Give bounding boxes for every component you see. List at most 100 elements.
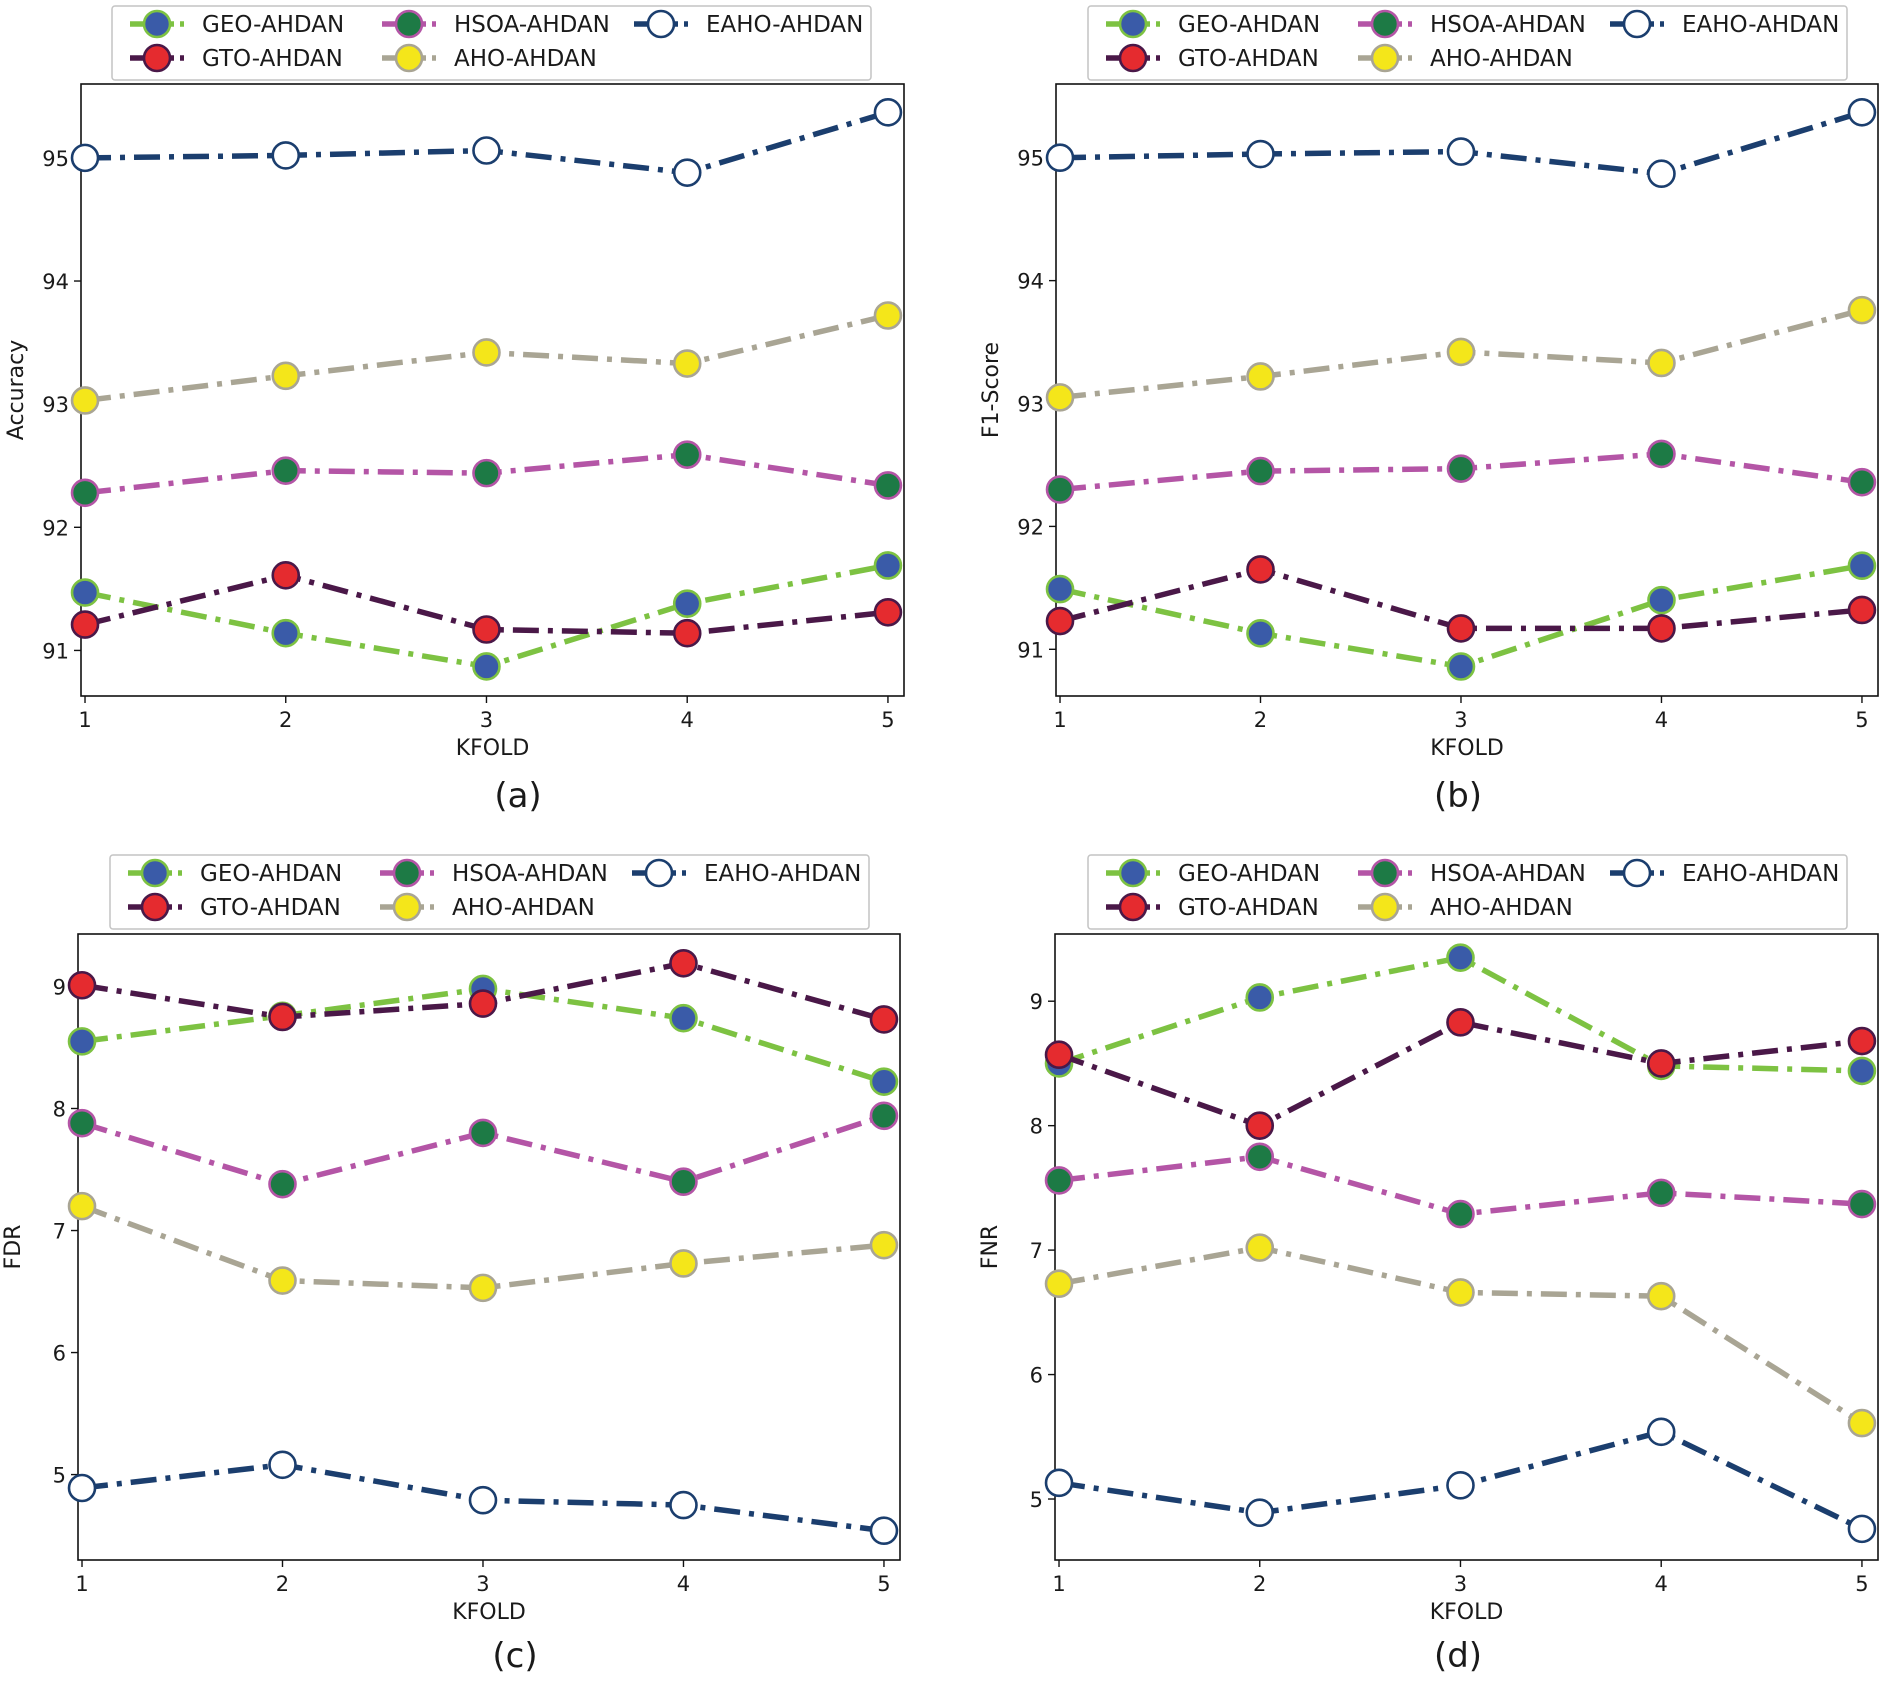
legend-label: GTO-AHDAN — [200, 895, 341, 921]
y-tick-label: 9 — [53, 975, 66, 999]
data-point — [1847, 467, 1877, 497]
y-axis-label: F1-Score — [979, 342, 1004, 438]
data-point — [268, 1169, 297, 1199]
y-tick-label: 95 — [1017, 147, 1044, 171]
data-point — [67, 970, 97, 1000]
plot-area — [80, 83, 905, 697]
legend-item-aho-ahdan: AHO-AHDAN — [1358, 43, 1573, 73]
data-point — [268, 1450, 297, 1480]
x-tick-label: 5 — [1855, 1572, 1868, 1596]
legend-item-hsoa-ahdan: HSOA-AHDAN — [1358, 858, 1586, 888]
data-point — [869, 1516, 899, 1546]
data-point — [271, 456, 301, 485]
data-point — [1045, 475, 1075, 504]
x-tick-label: 1 — [1053, 708, 1066, 732]
data-point — [1045, 606, 1075, 636]
series-eaho-ahdan — [1044, 1417, 1877, 1544]
data-point — [468, 1273, 498, 1303]
x-tick-label: 5 — [1855, 708, 1868, 732]
data-point — [67, 1027, 97, 1056]
legend-label: EAHO-AHDAN — [704, 861, 861, 887]
data-point — [468, 1118, 498, 1148]
legend-marker — [140, 858, 170, 888]
legend-label: GEO-AHDAN — [1178, 12, 1320, 38]
data-point — [869, 1101, 899, 1131]
legend-marker — [1370, 892, 1400, 922]
x-tick-label: 1 — [1052, 1572, 1065, 1596]
y-tick-label: 6 — [1030, 1364, 1043, 1388]
series-gto-ahdan — [1045, 555, 1877, 643]
y-tick-label: 94 — [1017, 270, 1044, 294]
data-point — [1446, 1278, 1475, 1307]
panel-caption: (d) — [1434, 1636, 1482, 1676]
legend-marker — [394, 43, 424, 73]
data-point — [1847, 1026, 1877, 1056]
chart-panel-3: 1 2 3 4 5 5 6 7 8 9 KFOLD FDR GEO-AHDAN GTO-AHDAN HSOA… — [1, 854, 901, 1676]
legend-label: GTO-AHDAN — [202, 46, 343, 72]
legend-item-aho-ahdan: AHO-AHDAN — [1358, 892, 1573, 922]
data-point — [672, 618, 702, 648]
data-point — [1847, 97, 1877, 127]
data-point — [70, 478, 100, 508]
legend-item-aho-ahdan: AHO-AHDAN — [382, 43, 597, 73]
data-point — [672, 440, 702, 469]
data-point — [468, 989, 498, 1018]
legend-marker — [1622, 858, 1652, 888]
y-axis-label: Accuracy — [4, 340, 29, 440]
data-point — [472, 652, 501, 681]
legend-marker — [1370, 858, 1400, 888]
data-point — [1044, 1468, 1074, 1498]
data-point — [869, 1005, 899, 1034]
data-point — [873, 98, 903, 127]
legend-label: EAHO-AHDAN — [1682, 861, 1839, 887]
data-point — [1044, 1040, 1074, 1070]
legend-label: EAHO-AHDAN — [706, 12, 863, 38]
series-aho-ahdan — [1045, 295, 1877, 412]
legend-item-gto-ahdan: GTO-AHDAN — [130, 43, 343, 73]
x-tick-label: 5 — [877, 1572, 890, 1596]
data-point — [1246, 555, 1275, 584]
legend-item-hsoa-ahdan: HSOA-AHDAN — [1358, 9, 1586, 39]
data-point — [1446, 943, 1475, 972]
y-tick-label: 7 — [53, 1220, 66, 1244]
data-point — [70, 610, 100, 639]
data-point — [1847, 295, 1877, 325]
legend-marker — [1118, 892, 1148, 922]
series-aho-ahdan — [1044, 1233, 1877, 1438]
y-tick-label: 5 — [1030, 1488, 1043, 1512]
legend-marker — [142, 9, 172, 39]
y-tick-label: 8 — [53, 1097, 66, 1121]
data-point — [1647, 585, 1676, 615]
data-point — [1647, 614, 1676, 643]
series-geo-ahdan — [70, 551, 903, 681]
x-tick-label: 1 — [78, 708, 91, 732]
legend-item-aho-ahdan: AHO-AHDAN — [380, 892, 595, 922]
data-point — [1646, 1281, 1676, 1311]
data-point — [873, 471, 903, 500]
x-axis-label: KFOLD — [1430, 736, 1504, 761]
y-tick-label: 92 — [42, 516, 69, 540]
data-point — [1446, 454, 1476, 483]
series-aho-ahdan — [70, 301, 903, 415]
data-point — [1246, 139, 1275, 169]
x-tick-label: 2 — [276, 1572, 289, 1596]
legend-item-gto-ahdan: GTO-AHDAN — [1106, 43, 1319, 73]
legend-marker — [1370, 43, 1400, 73]
data-point — [873, 597, 903, 627]
data-point — [873, 301, 903, 330]
data-point — [669, 948, 698, 978]
data-point — [468, 1485, 498, 1515]
data-point — [1045, 143, 1075, 173]
legend-item-eaho-ahdan: EAHO-AHDAN — [634, 9, 863, 39]
legend-label: GEO-AHDAN — [200, 861, 342, 887]
data-point — [271, 361, 301, 391]
x-tick-label: 4 — [1655, 1572, 1668, 1596]
data-point — [1646, 1417, 1676, 1447]
legend-box — [1087, 5, 1848, 81]
data-point — [1647, 439, 1676, 469]
series-eaho-ahdan — [70, 98, 903, 187]
y-tick-label: 93 — [42, 393, 69, 417]
legend-label: HSOA-AHDAN — [452, 861, 608, 887]
data-point — [1847, 551, 1877, 581]
legend: GEO-AHDAN GTO-AHDAN HSOA-AHDAN AHO-AHDAN EAH… — [1087, 854, 1848, 930]
